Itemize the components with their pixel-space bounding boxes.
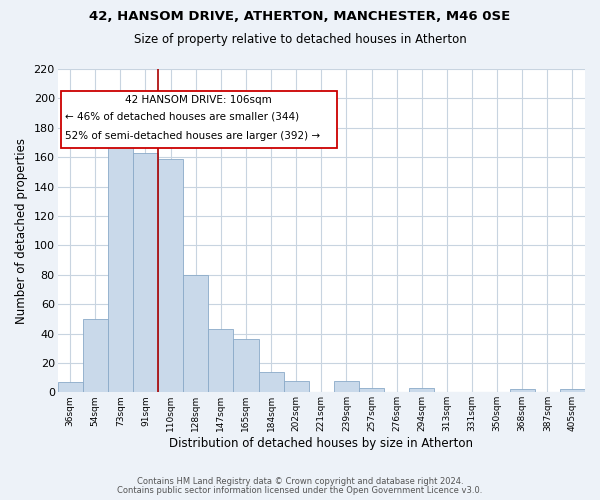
- Bar: [359, 388, 384, 392]
- Bar: [233, 340, 259, 392]
- Text: ← 46% of detached houses are smaller (344): ← 46% of detached houses are smaller (34…: [65, 112, 299, 122]
- Y-axis label: Number of detached properties: Number of detached properties: [15, 138, 28, 324]
- Bar: [58, 382, 83, 392]
- Text: Contains HM Land Registry data © Crown copyright and database right 2024.: Contains HM Land Registry data © Crown c…: [137, 477, 463, 486]
- Bar: [83, 319, 108, 392]
- Text: 52% of semi-detached houses are larger (392) →: 52% of semi-detached houses are larger (…: [65, 131, 320, 141]
- Bar: [509, 390, 535, 392]
- Bar: [108, 138, 133, 392]
- Text: 42 HANSOM DRIVE: 106sqm: 42 HANSOM DRIVE: 106sqm: [125, 94, 272, 104]
- Bar: [208, 329, 233, 392]
- X-axis label: Distribution of detached houses by size in Atherton: Distribution of detached houses by size …: [169, 437, 473, 450]
- Bar: [334, 380, 359, 392]
- Bar: [183, 274, 208, 392]
- Bar: [560, 390, 585, 392]
- Text: Contains public sector information licensed under the Open Government Licence v3: Contains public sector information licen…: [118, 486, 482, 495]
- Text: 42, HANSOM DRIVE, ATHERTON, MANCHESTER, M46 0SE: 42, HANSOM DRIVE, ATHERTON, MANCHESTER, …: [89, 10, 511, 23]
- Bar: [284, 380, 309, 392]
- Bar: [259, 372, 284, 392]
- Bar: [409, 388, 434, 392]
- Bar: [158, 158, 183, 392]
- Bar: [133, 153, 158, 392]
- Text: Size of property relative to detached houses in Atherton: Size of property relative to detached ho…: [134, 32, 466, 46]
